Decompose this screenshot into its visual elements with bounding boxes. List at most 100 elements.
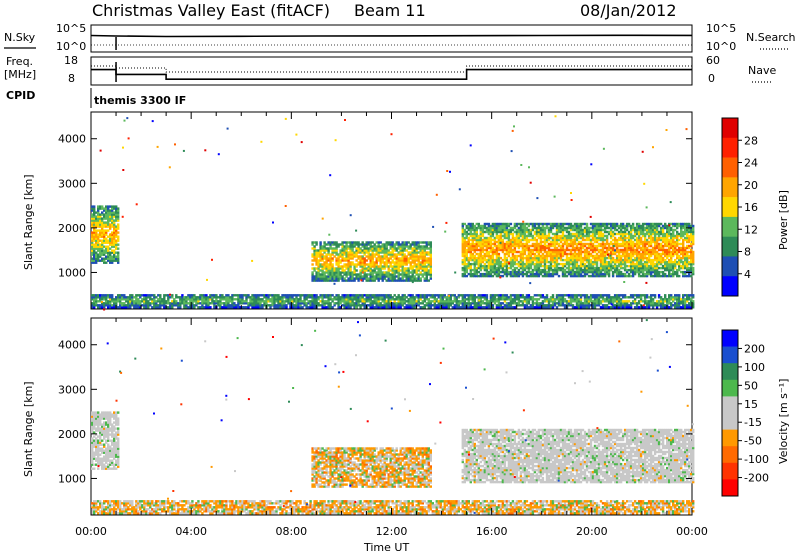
- echo-cell: [117, 244, 119, 246]
- echo-cell: [516, 257, 518, 259]
- nsky-tick-top: 10^5: [56, 22, 86, 35]
- echo-cell: [93, 205, 95, 207]
- echo-cell: [319, 241, 321, 243]
- echo-cell: [542, 265, 544, 267]
- echo-cell: [420, 306, 422, 308]
- echo-cell: [542, 241, 544, 243]
- echo-cell: [692, 257, 694, 259]
- echo-cell: [662, 225, 664, 227]
- echo-cell: [542, 275, 544, 277]
- cpid-label: CPID: [6, 89, 35, 102]
- echo-cell: [430, 277, 432, 279]
- echo-cell: [179, 296, 181, 298]
- freq-tick-top: 18: [64, 54, 78, 67]
- echo-cell: [420, 261, 422, 263]
- echo-cell: [299, 294, 301, 296]
- echo-cell: [311, 263, 313, 265]
- beam-label: Beam 11: [354, 1, 426, 20]
- echo-cell: [171, 294, 173, 296]
- echo-cell: [662, 245, 664, 247]
- freq-unit-label: [MHz]: [4, 68, 36, 81]
- freq-tick-bottom: 8: [68, 72, 75, 85]
- echo-cell: [420, 271, 422, 273]
- nave-tick-bottom: 0: [708, 72, 715, 85]
- echo-cell: [662, 265, 664, 267]
- echo-cell: [662, 271, 664, 273]
- echo-cell: [602, 233, 604, 235]
- echo-cell: [542, 253, 544, 255]
- echo-cell: [121, 302, 123, 304]
- echo-cell: [510, 223, 512, 225]
- rti-figure: Christmas Valley East (fitACF) Beam 11 0…: [0, 0, 800, 554]
- echo-cell: [117, 236, 119, 238]
- echo-cell: [662, 257, 664, 259]
- echo-cell: [117, 252, 119, 254]
- echo-cell: [632, 223, 634, 225]
- echo-cell: [430, 241, 432, 243]
- echo-cell: [209, 306, 211, 308]
- echo-cell: [420, 245, 422, 247]
- echo-cell: [692, 251, 694, 253]
- figure-title: Christmas Valley East (fitACF): [92, 1, 330, 20]
- echo-cell: [359, 304, 361, 306]
- nsearch-tick-bottom: 10^0: [706, 40, 736, 53]
- nsearch-label: N.Search: [746, 31, 796, 44]
- echo-cell: [117, 223, 119, 225]
- echo-cell: [480, 273, 482, 275]
- echo-cell: [121, 294, 123, 296]
- freq-trace: [91, 62, 692, 82]
- nave-tick-top: 60: [706, 54, 720, 67]
- echo-cell: [542, 223, 544, 225]
- echo-cell: [117, 248, 119, 250]
- echo-cell: [420, 241, 422, 243]
- echo-cell: [359, 243, 361, 245]
- echo-cell: [159, 294, 161, 296]
- echo-cell: [498, 253, 500, 255]
- echo-cell: [586, 223, 588, 225]
- echo-cell: [602, 229, 604, 231]
- echo-cell: [506, 257, 508, 259]
- date-label: 08/Jan/2012: [580, 1, 677, 20]
- nsky-trace: [91, 35, 692, 50]
- echo-cell: [670, 257, 672, 259]
- echo-cell: [359, 294, 361, 296]
- nsearch-tick-top: 10^5: [706, 22, 736, 35]
- echo-cell: [359, 247, 361, 249]
- echo-cell: [692, 267, 694, 269]
- echo-cell: [678, 275, 680, 277]
- freq-label: Freq.: [6, 55, 33, 68]
- echo-cell: [480, 257, 482, 259]
- echo-cell: [420, 302, 422, 304]
- echo-cell: [420, 277, 422, 279]
- echo-cell: [542, 269, 544, 271]
- echo-cell: [542, 257, 544, 259]
- echo-cell: [117, 207, 119, 209]
- nsky-series-line: [91, 35, 692, 36]
- cpid-value: themis 3300 IF: [94, 94, 186, 107]
- nsky-label: N.Sky: [4, 31, 36, 44]
- echo-cell: [602, 257, 604, 259]
- echo-cell: [111, 294, 113, 296]
- echo-cell: [546, 257, 548, 259]
- nsky-tick-bottom: 10^0: [56, 40, 86, 53]
- echo-cell: [117, 231, 119, 233]
- echo-cell: [239, 294, 241, 296]
- freq-panel: [91, 57, 692, 85]
- echo-cell: [315, 241, 317, 243]
- echo-cell: [602, 223, 604, 225]
- echo-cell: [692, 225, 694, 227]
- echo-cell: [602, 273, 604, 275]
- echo-cell: [558, 275, 560, 277]
- echo-region-0: [91, 205, 119, 264]
- nsky-panel: [91, 25, 692, 52]
- echo-cell: [355, 269, 357, 271]
- echo-cell: [420, 294, 422, 296]
- echo-region-2: [462, 223, 695, 277]
- echo-cell: [359, 269, 361, 271]
- echo-cell: [542, 245, 544, 247]
- echo-cell: [480, 225, 482, 227]
- echo-cell: [359, 255, 361, 257]
- nave-label: Nave: [748, 64, 776, 77]
- freq-series-line: [91, 70, 692, 80]
- echo-region-1: [311, 241, 432, 281]
